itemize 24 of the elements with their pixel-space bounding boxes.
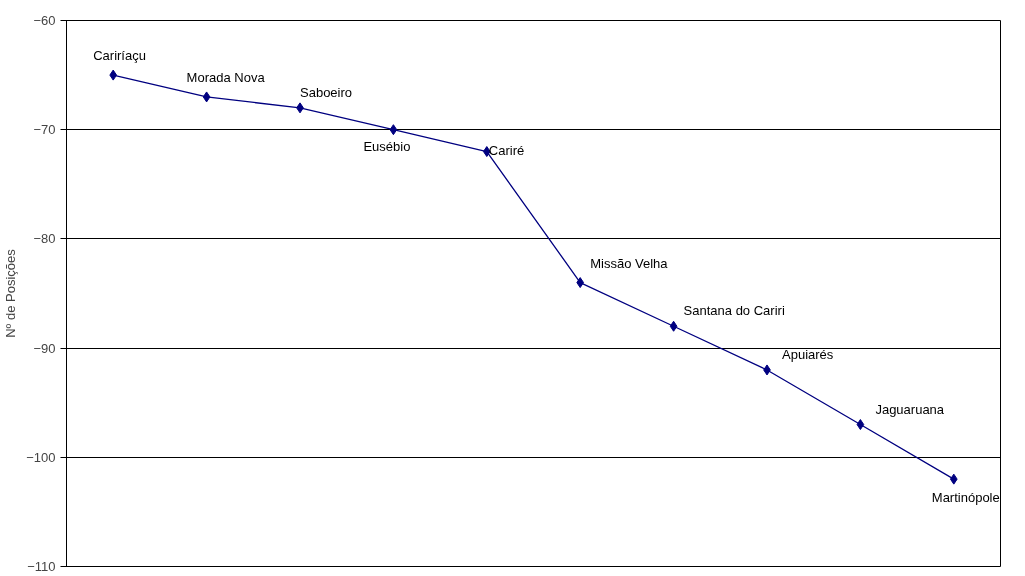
data-label: Morada Nova (186, 69, 266, 85)
y-axis-title: Nº de Posições (3, 248, 19, 338)
data-label: Missão Velha (590, 255, 669, 271)
data-label: Cariríaçu (93, 48, 146, 64)
data-label: Santana do Cariri (683, 303, 785, 319)
y-tick-label: −70 (33, 122, 56, 138)
point (576, 277, 585, 289)
data-label: Eusébio (363, 138, 411, 154)
data-label: Saboeiro (300, 84, 353, 100)
data-label: Cariré (488, 142, 525, 158)
y-tick-label: −110 (27, 559, 56, 574)
point (856, 419, 865, 431)
y-tick-label: −100 (26, 449, 56, 465)
point (949, 473, 958, 485)
y-tick-label: −80 (33, 231, 56, 247)
point (669, 320, 678, 332)
data-label: Martinópole (931, 490, 1000, 506)
data-label: Apuiarés (782, 346, 834, 362)
point (389, 124, 398, 136)
data-label: Jaguaruana (875, 401, 945, 417)
y-tick-label: −90 (33, 340, 56, 356)
point (202, 91, 211, 103)
point (109, 69, 118, 81)
y-tick-label: −60 (33, 13, 56, 28)
